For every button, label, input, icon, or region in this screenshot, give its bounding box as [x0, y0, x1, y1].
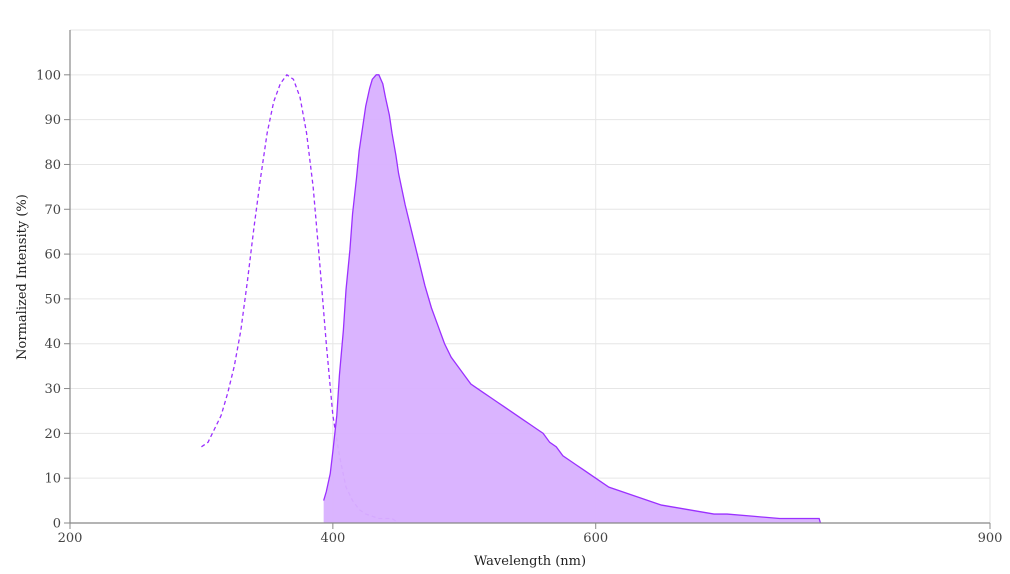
y-tick-label: 0 [53, 517, 61, 532]
emission-area-fill [323, 74, 821, 523]
y-tick-label: 50 [44, 292, 61, 307]
y-tick-label: 20 [44, 427, 61, 442]
y-tick-label: 80 [44, 158, 61, 173]
x-tick-label: 600 [583, 531, 608, 546]
y-tick-label: 70 [44, 203, 61, 218]
x-tick-label: 900 [978, 531, 1003, 546]
y-tick-label: 60 [44, 248, 61, 263]
axis-layer: 0 10 20 30 40 50 60 70 80 90 100 200 400 600 900 [36, 30, 1002, 546]
y-tick-label: 10 [44, 472, 61, 487]
x-axis-title: Wavelength (nm) [474, 554, 586, 569]
series-layer [201, 73, 822, 524]
y-axis-title: Normalized Intensity (%) [15, 194, 30, 360]
y-tick-label: 100 [36, 68, 61, 83]
x-tick-label: 400 [320, 531, 345, 546]
grid-layer [70, 29, 991, 523]
emission-line [323, 74, 822, 524]
y-tick-label: 40 [44, 337, 61, 352]
x-tick-label: 200 [58, 531, 83, 546]
y-tick-label: 90 [44, 113, 61, 128]
y-tick-label: 30 [44, 382, 61, 397]
